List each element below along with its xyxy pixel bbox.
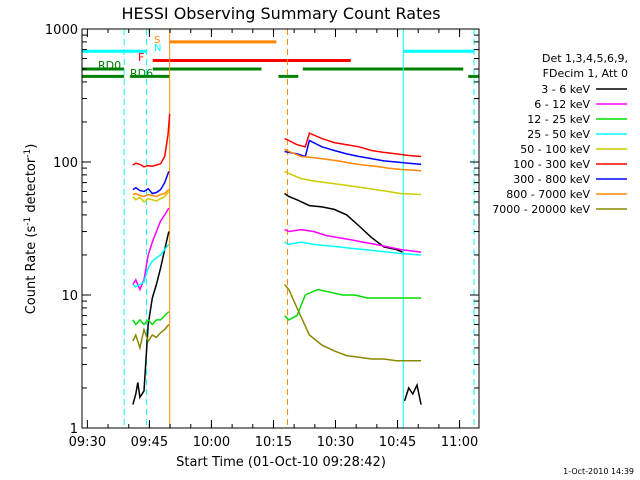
series-line-50-100-kev-seg1 — [284, 170, 422, 196]
series-12-25-kev — [132, 288, 422, 326]
legend-label-50-100-kev: 50 - 100 keV — [520, 143, 590, 156]
series-7000-20000-kev — [132, 284, 422, 362]
flag-label-rd6: RD6 — [130, 67, 153, 80]
series-300-800-kev — [132, 139, 422, 195]
legend-header-line-1: Det 1,3,4,5,6,9, — [542, 52, 628, 65]
series-line-12-25-kev-seg1 — [284, 288, 422, 321]
legend-label-300-800-kev: 300 - 800 keV — [513, 173, 590, 186]
flag-label-n: N — [154, 43, 161, 54]
flag-label-f: F — [138, 51, 144, 64]
legend-label-800-7000-kev: 800 - 7000 keV — [506, 188, 590, 201]
series-line-7000-20000-kev-seg0 — [132, 324, 170, 351]
flag-label-rd0: RD0 — [98, 59, 121, 72]
x-tick-label-5: 10:45 — [379, 435, 416, 450]
plot-frame — [81, 28, 480, 429]
y-axis-label-middle: detector — [24, 157, 39, 217]
series-line-3-6-kev-seg0 — [132, 231, 170, 405]
x-tick-label-0: 09:30 — [69, 435, 106, 450]
y-tick-label-0: 1 — [70, 422, 78, 437]
footer-timestamp: 1-Oct-2010 14:39 — [563, 467, 634, 476]
y-axis-label-superscript-1: -1 — [23, 217, 33, 226]
legend-label-12-25-kev: 12 - 25 keV — [527, 113, 590, 126]
x-axis-label: Start Time (01-Oct-10 09:28:42) — [176, 455, 386, 470]
series-line-25-50-kev-seg0 — [132, 243, 170, 288]
x-tick-label-3: 10:15 — [255, 435, 292, 450]
y-tick-label-3: 1000 — [45, 23, 78, 38]
series-line-7000-20000-kev-seg1 — [284, 284, 422, 362]
y-axis-label-suffix: ) — [24, 144, 39, 149]
flag-label-s: S — [154, 35, 160, 46]
y-axis-label-prefix: Count Rate (s — [24, 226, 39, 315]
legend-label-3-6-kev: 3 - 6 keV — [541, 83, 590, 96]
legend-label-100-300-kev: 100 - 300 keV — [513, 158, 590, 171]
series-line-6-12-kev-seg1 — [284, 228, 422, 253]
series-line-800-7000-kev-seg0 — [132, 189, 170, 198]
series-line-3-6-kev-seg1 — [284, 192, 403, 253]
x-tick-label-1: 09:45 — [131, 435, 168, 450]
x-tick-label-6: 11:00 — [441, 435, 478, 450]
x-tick-label-2: 10:00 — [193, 435, 230, 450]
y-axis: 1 10 100 1000 — [45, 23, 479, 437]
legend: Det 1,3,4,5,6,9, FDecim 1, Att 0 3 - 6 k… — [492, 52, 628, 216]
series-50-100-kev — [132, 170, 422, 204]
x-tick-label-4: 10:30 — [317, 435, 354, 450]
series-6-12-kev — [132, 207, 422, 292]
series-line-300-800-kev-seg0 — [132, 171, 170, 195]
series-line-300-800-kev-seg1 — [284, 139, 422, 166]
legend-header-line-2: FDecim 1, Att 0 — [543, 67, 628, 80]
y-axis-label: Count Rate (s-1 detector-1) — [23, 144, 39, 315]
flag-labels: S N F RD0 RD6 — [98, 35, 161, 80]
flag-bars-layer — [82, 40, 479, 78]
chart-title: HESSI Observing Summary Count Rates — [121, 4, 440, 23]
x-axis: 09:30 09:45 10:00 10:15 10:30 10:45 11:00 — [69, 29, 478, 450]
series-line-100-300-kev-seg1 — [284, 132, 422, 158]
series-3-6-kev — [132, 192, 422, 405]
series-100-300-kev — [132, 113, 422, 168]
legend-label-7000-20000-kev: 7000 - 20000 keV — [492, 203, 590, 216]
series-line-3-6-kev-seg2 — [403, 382, 422, 405]
y-tick-label-1: 10 — [61, 289, 78, 304]
series-line-800-7000-kev-seg1 — [284, 148, 422, 172]
series-line-25-50-kev-seg1 — [284, 241, 422, 256]
series-line-12-25-kev-seg0 — [132, 311, 170, 326]
series-line-100-300-kev-seg0 — [132, 113, 171, 168]
legend-label-25-50-kev: 25 - 50 keV — [527, 128, 590, 141]
series-line-50-100-kev-seg0 — [132, 191, 170, 204]
series-line-6-12-kev-seg0 — [132, 207, 170, 292]
y-axis-label-superscript-2: -1 — [23, 149, 33, 158]
legend-label-6-12-kev: 6 - 12 keV — [534, 98, 590, 111]
series-layer — [132, 113, 422, 405]
y-tick-label-2: 100 — [53, 156, 78, 171]
series-25-50-kev — [132, 241, 422, 288]
series-800-7000-kev — [132, 148, 422, 198]
